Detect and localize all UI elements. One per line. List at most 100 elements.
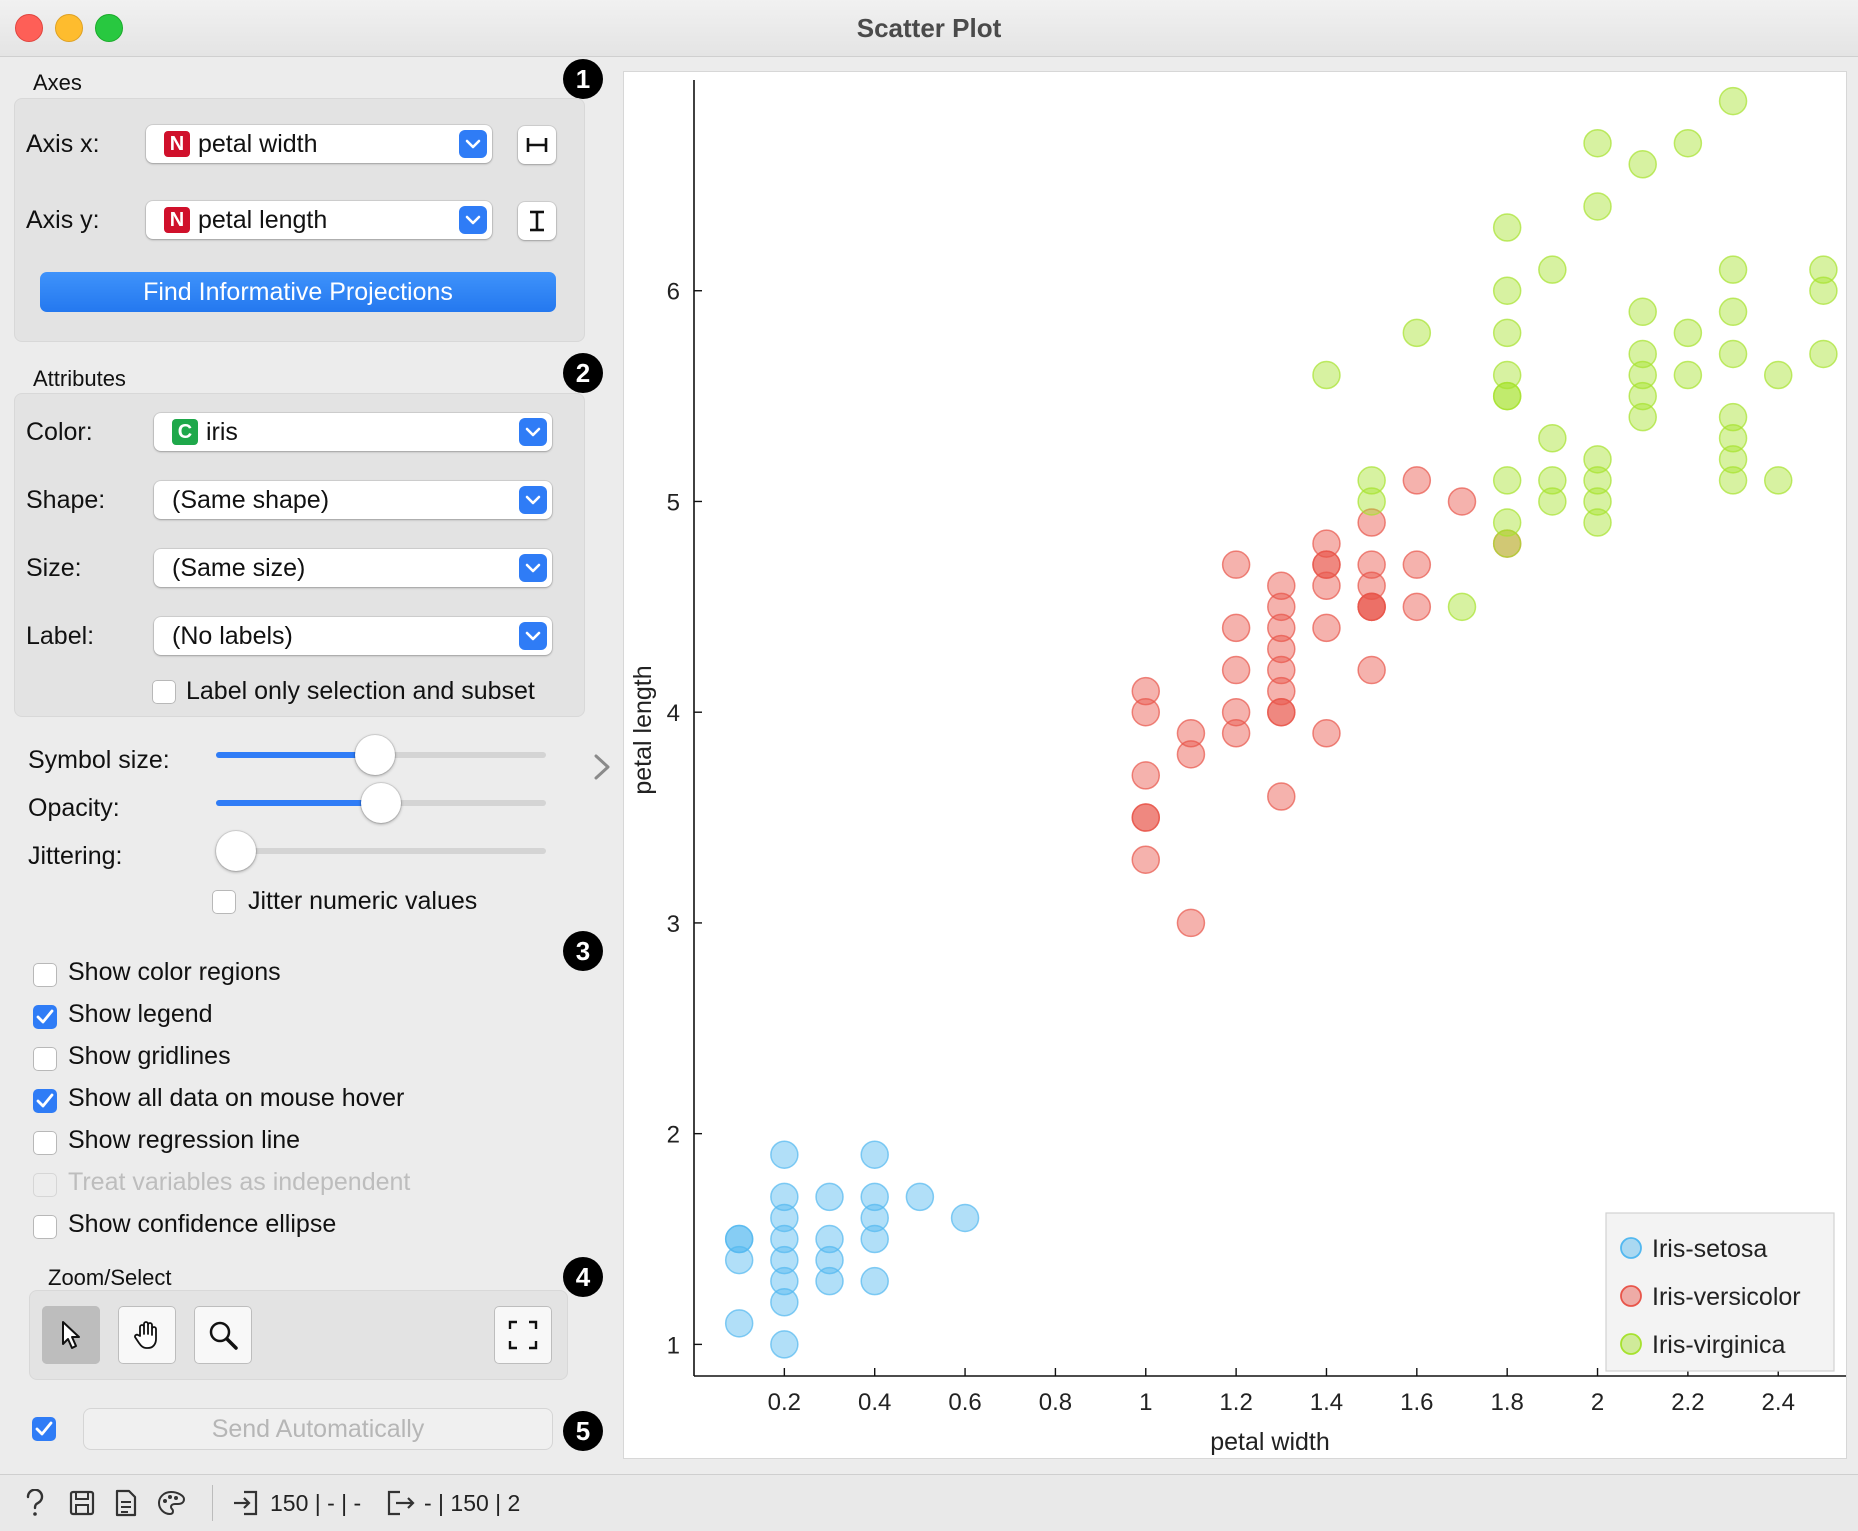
data-point-iris-setosa[interactable] bbox=[860, 1182, 889, 1212]
data-point-iris-setosa[interactable] bbox=[905, 1182, 935, 1212]
data-point-iris-virginica[interactable] bbox=[1492, 466, 1522, 495]
report-icon[interactable] bbox=[114, 1489, 138, 1517]
data-point-iris-virginica[interactable] bbox=[1492, 213, 1522, 242]
data-point-iris-versicolor[interactable] bbox=[1221, 697, 1251, 727]
data-point-iris-virginica[interactable] bbox=[1492, 529, 1522, 558]
data-point-iris-setosa[interactable] bbox=[815, 1224, 844, 1254]
data-point-iris-setosa[interactable] bbox=[724, 1245, 754, 1275]
data-point-iris-virginica[interactable] bbox=[1402, 318, 1432, 348]
symbol-size-slider[interactable] bbox=[216, 735, 546, 775]
select-tool-button[interactable] bbox=[42, 1306, 100, 1364]
data-point-iris-versicolor[interactable] bbox=[1176, 740, 1206, 769]
data-point-iris-virginica[interactable] bbox=[1809, 339, 1838, 369]
shape-combo[interactable]: (Same shape) bbox=[154, 481, 552, 519]
data-point-iris-versicolor[interactable] bbox=[1267, 782, 1296, 811]
data-point-iris-virginica[interactable] bbox=[1583, 128, 1612, 158]
show-color-regions-checkbox[interactable] bbox=[33, 963, 57, 987]
data-point-iris-virginica[interactable] bbox=[1718, 445, 1748, 474]
data-point-iris-virginica[interactable] bbox=[1492, 276, 1522, 305]
data-point-iris-virginica[interactable] bbox=[1628, 402, 1657, 432]
data-point-iris-virginica[interactable] bbox=[1357, 466, 1386, 495]
palette-icon[interactable] bbox=[156, 1489, 186, 1517]
data-point-iris-versicolor[interactable] bbox=[1221, 655, 1251, 685]
data-point-iris-versicolor[interactable] bbox=[1131, 845, 1161, 874]
data-point-iris-versicolor[interactable] bbox=[1312, 719, 1341, 748]
data-point-iris-versicolor[interactable] bbox=[1131, 761, 1161, 790]
show-confidence-ellipse-checkbox[interactable] bbox=[33, 1215, 57, 1239]
data-point-iris-versicolor[interactable] bbox=[1312, 550, 1341, 579]
data-point-iris-setosa[interactable] bbox=[815, 1266, 844, 1296]
data-point-iris-setosa[interactable] bbox=[860, 1140, 889, 1169]
data-point-iris-virginica[interactable] bbox=[1628, 297, 1657, 327]
data-point-iris-virginica[interactable] bbox=[1718, 466, 1748, 495]
swap-y-range-button[interactable] bbox=[518, 202, 556, 240]
data-point-iris-setosa[interactable] bbox=[815, 1245, 844, 1275]
data-point-iris-virginica[interactable] bbox=[1538, 466, 1567, 495]
data-point-iris-virginica[interactable] bbox=[1718, 297, 1748, 327]
data-point-iris-virginica[interactable] bbox=[1718, 339, 1748, 369]
data-point-iris-versicolor[interactable] bbox=[1357, 508, 1386, 537]
minimize-window-button[interactable] bbox=[55, 14, 83, 42]
data-point-iris-virginica[interactable] bbox=[1628, 381, 1657, 411]
data-point-iris-versicolor[interactable] bbox=[1131, 697, 1161, 727]
data-point-iris-virginica[interactable] bbox=[1628, 360, 1657, 390]
send-automatically-checkbox[interactable] bbox=[32, 1417, 56, 1441]
data-point-iris-versicolor[interactable] bbox=[1402, 592, 1432, 622]
data-point-iris-versicolor[interactable] bbox=[1447, 487, 1477, 516]
save-icon[interactable] bbox=[68, 1489, 96, 1517]
data-point-iris-setosa[interactable] bbox=[770, 1245, 799, 1275]
data-point-iris-virginica[interactable] bbox=[1718, 423, 1748, 453]
help-icon[interactable] bbox=[24, 1489, 46, 1517]
data-point-iris-versicolor[interactable] bbox=[1176, 719, 1206, 748]
data-point-iris-versicolor[interactable] bbox=[1267, 592, 1296, 622]
data-point-iris-setosa[interactable] bbox=[860, 1266, 889, 1296]
data-point-iris-setosa[interactable] bbox=[770, 1182, 799, 1212]
data-point-iris-setosa[interactable] bbox=[860, 1203, 889, 1233]
data-point-iris-versicolor[interactable] bbox=[1267, 697, 1296, 727]
data-point-iris-versicolor[interactable] bbox=[1312, 613, 1341, 643]
size-combo[interactable]: (Same size) bbox=[154, 549, 552, 587]
data-point-iris-virginica[interactable] bbox=[1492, 508, 1522, 537]
jittering-slider[interactable] bbox=[216, 831, 546, 871]
plot-panel[interactable]: 0.2 0.4 0.6 0.8 1 1.2 1.4 1.6 1.8 2 2.2 2.4 1 2 3 4 5 6 pe… bbox=[624, 72, 1846, 1458]
data-point-iris-versicolor[interactable] bbox=[1221, 550, 1251, 579]
data-point-iris-setosa[interactable] bbox=[770, 1330, 799, 1359]
data-point-iris-virginica[interactable] bbox=[1492, 360, 1522, 390]
label-combo[interactable]: (No labels) bbox=[154, 617, 552, 655]
find-informative-projections-button[interactable]: Find Informative Projections bbox=[40, 272, 556, 312]
data-point-iris-versicolor[interactable] bbox=[1221, 613, 1251, 643]
show-gridlines-checkbox[interactable] bbox=[33, 1047, 57, 1071]
scatter-plot-canvas[interactable]: 0.2 0.4 0.6 0.8 1 1.2 1.4 1.6 1.8 2 2.2 2.4 1 2 3 4 5 6 pe… bbox=[624, 72, 1846, 1458]
data-point-iris-virginica[interactable] bbox=[1583, 508, 1612, 537]
data-point-iris-virginica[interactable] bbox=[1583, 466, 1612, 495]
data-point-iris-setosa[interactable] bbox=[950, 1203, 980, 1233]
data-point-iris-virginica[interactable] bbox=[1312, 360, 1341, 390]
slider-knob[interactable] bbox=[355, 735, 395, 775]
data-point-iris-virginica[interactable] bbox=[1583, 192, 1612, 221]
data-point-iris-setosa[interactable] bbox=[770, 1224, 799, 1254]
data-point-iris-virginica[interactable] bbox=[1809, 276, 1838, 305]
close-window-button[interactable] bbox=[15, 14, 43, 42]
data-point-iris-versicolor[interactable] bbox=[1131, 803, 1161, 832]
reset-zoom-button[interactable] bbox=[494, 1306, 552, 1364]
data-point-iris-versicolor[interactable] bbox=[1312, 571, 1341, 601]
data-point-iris-virginica[interactable] bbox=[1628, 150, 1657, 179]
swap-x-range-button[interactable] bbox=[518, 126, 556, 164]
data-point-iris-virginica[interactable] bbox=[1583, 445, 1612, 474]
data-point-iris-virginica[interactable] bbox=[1583, 487, 1612, 516]
data-point-iris-versicolor[interactable] bbox=[1267, 613, 1296, 643]
data-point-iris-virginica[interactable] bbox=[1673, 318, 1703, 348]
slider-knob[interactable] bbox=[361, 783, 401, 823]
data-point-iris-versicolor[interactable] bbox=[1131, 676, 1161, 706]
show-regression-line-checkbox[interactable] bbox=[33, 1131, 57, 1155]
data-point-iris-virginica[interactable] bbox=[1718, 402, 1748, 432]
data-point-iris-versicolor[interactable] bbox=[1267, 676, 1296, 706]
send-automatically-button[interactable]: Send Automatically bbox=[84, 1409, 552, 1449]
data-point-iris-setosa[interactable] bbox=[770, 1266, 799, 1296]
data-point-iris-setosa[interactable] bbox=[860, 1224, 889, 1254]
pan-tool-button[interactable] bbox=[118, 1306, 176, 1364]
jitter-numeric-checkbox[interactable] bbox=[212, 890, 236, 914]
data-point-iris-virginica[interactable] bbox=[1718, 86, 1748, 116]
